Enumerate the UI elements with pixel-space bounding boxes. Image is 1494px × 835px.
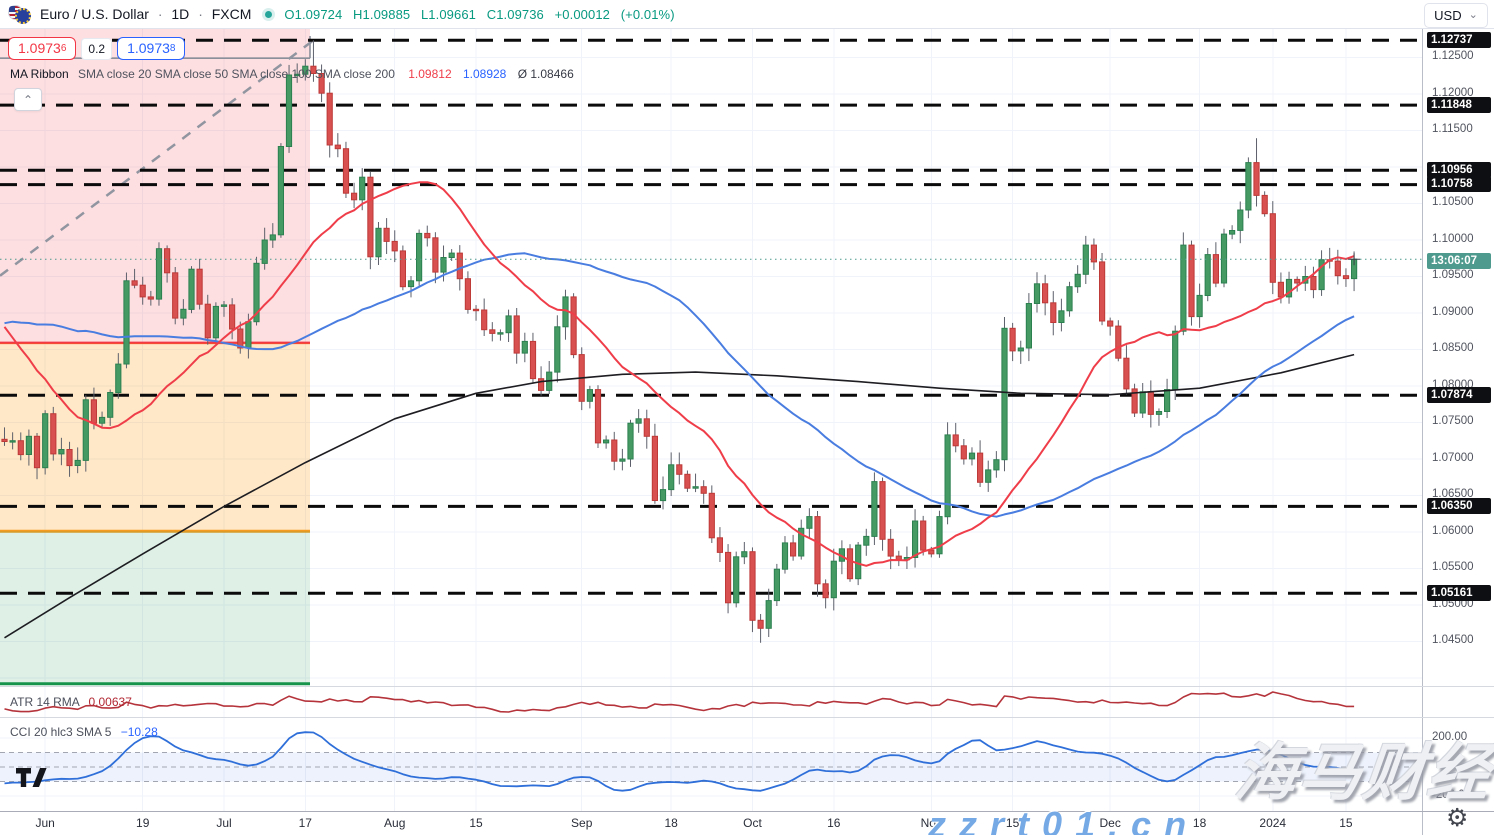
symbol-name[interactable]: Euro / U.S. Dollar	[40, 6, 149, 22]
ma-ribbon-legend[interactable]: MA Ribbon SMA close 20 SMA close 50 SMA …	[10, 67, 574, 81]
exchange-label: FXCM	[211, 6, 252, 22]
price-tick-label: 1.09500	[1432, 269, 1474, 282]
watermark-brand: 海马财经	[1231, 739, 1494, 808]
currency-dropdown[interactable]: USD ⌄	[1424, 3, 1488, 28]
cci-label: CCI 20 hlc3 SMA 5	[10, 725, 112, 739]
price-tick-label: 1.07000	[1432, 451, 1474, 464]
atr-value: 0.00637	[88, 695, 132, 709]
time-tick-label: Jun	[35, 816, 55, 830]
time-tick-label: 16	[827, 816, 841, 830]
ma-ribbon-params: SMA close 20 SMA close 50 SMA close 100 …	[78, 67, 395, 81]
price-tick-label: 1.06500	[1432, 488, 1474, 501]
price-level-badge: 1.12737	[1427, 31, 1491, 48]
candle-countdown-badge: 13:06:07	[1427, 252, 1491, 269]
chart-toolbar: Euro / U.S. Dollar · 1D · FXCM O1.09724 …	[0, 0, 1494, 29]
price-tick-label: 1.05500	[1432, 561, 1474, 574]
currency-label: USD	[1434, 8, 1462, 23]
change-percent: (+0.01%)	[620, 6, 675, 22]
pane-separator[interactable]	[0, 686, 1494, 687]
price-level-badge: 1.05161	[1427, 584, 1491, 601]
cci-indicator-legend[interactable]: CCI 20 hlc3 SMA 5 −10.28	[10, 725, 158, 739]
order-panel: 1.09736 0.2 1.09738	[8, 37, 186, 60]
time-tick-label: Dec	[1099, 816, 1121, 830]
time-axis[interactable]: Jun 19 Jul 17 Aug 15 Sep 18 Oct 16 Nov 15 Dec 18 2024 1…	[0, 813, 1422, 835]
price-tick-label: 1.07500	[1432, 415, 1474, 428]
time-tick-label: Sep	[571, 816, 593, 830]
price-tick-label: 1.04500	[1432, 634, 1474, 647]
pane-separator[interactable]	[0, 717, 1494, 718]
time-axis-border	[0, 811, 1494, 812]
gear-icon: ⚙	[1446, 804, 1469, 832]
time-tick-label: 15	[1339, 816, 1353, 830]
cci-tick-label: -200.00	[1432, 789, 1472, 802]
low-value: L1.09661	[420, 6, 476, 22]
atr-indicator-legend[interactable]: ATR 14 RMA 0.00637	[10, 695, 132, 709]
price-level-badge: 1.11848	[1427, 96, 1491, 113]
time-tick-label: Jul	[216, 816, 232, 830]
price-tick-label: 1.10000	[1432, 232, 1474, 245]
price-tick-label: 1.08500	[1432, 342, 1474, 355]
spread-label: 0.2	[81, 37, 113, 60]
price-level-badge: 1.06350	[1427, 497, 1491, 514]
chart-canvas[interactable]	[0, 0, 1422, 835]
collapse-pane-button[interactable]: ⌃	[14, 88, 42, 111]
time-tick-label: 15	[1005, 816, 1020, 830]
time-tick-label: 18	[1192, 816, 1207, 830]
price-tick-label: 1.11500	[1432, 123, 1473, 136]
close-value: C1.09736	[486, 6, 544, 22]
interval-label[interactable]: 1D	[171, 6, 190, 22]
ma-ribbon-title: MA Ribbon	[10, 67, 69, 81]
cci-tick-label: 200.00	[1432, 731, 1468, 744]
market-open-dot-icon	[265, 10, 273, 18]
price-tick-label: 1.12500	[1432, 50, 1474, 63]
sma-average-value: Ø 1.08466	[517, 67, 574, 81]
price-level-badge: 1.10758	[1427, 176, 1491, 193]
title-separator: ·	[157, 6, 163, 22]
buy-ask-button[interactable]: 1.09738	[117, 37, 186, 60]
time-tick-label: 17	[298, 816, 312, 830]
sma20-value: 1.09812	[408, 67, 452, 81]
cci-value: −10.28	[120, 725, 158, 739]
symbol-title[interactable]: Euro / U.S. Dollar · 1D · FXCM	[40, 6, 251, 22]
time-tick-label: 19	[136, 816, 150, 830]
chevron-down-icon: ⌄	[1468, 9, 1478, 21]
watermark-url: zzrt01.cn	[928, 804, 1200, 835]
time-tick-label: 15	[469, 816, 483, 830]
time-tick-label: 18	[664, 816, 678, 830]
time-tick-label: Oct	[743, 816, 762, 830]
high-value: H1.09885	[353, 6, 411, 22]
ohlc-readout: O1.09724 H1.09885 L1.09661 C1.09736 +0.0…	[284, 7, 681, 22]
price-tick-label: 1.09000	[1432, 305, 1474, 318]
atr-label: ATR 14 RMA	[10, 695, 80, 709]
price-scale[interactable]: 1.12500 1.12000 1.11500 1.10500 1.10000 1.095…	[1422, 0, 1494, 835]
time-tick-label: Nov	[920, 816, 942, 830]
price-level-badge: 1.10956	[1427, 161, 1491, 178]
time-tick-label: Aug	[384, 816, 406, 830]
tradingview-logo[interactable]	[16, 768, 50, 788]
price-tick-label: 1.12000	[1432, 86, 1474, 99]
price-tick-label: 1.06000	[1432, 524, 1474, 537]
eurusd-pair-icon	[8, 4, 34, 24]
time-tick-label: 2024	[1259, 816, 1287, 830]
open-value: O1.09724	[284, 6, 343, 22]
sell-bid-button[interactable]: 1.09736	[8, 37, 77, 60]
title-separator: ·	[198, 6, 203, 22]
price-level-badge: 1.07874	[1427, 386, 1491, 403]
price-tick-label: 1.10500	[1432, 196, 1474, 209]
sma50-value: 1.08928	[462, 67, 507, 81]
change-value: +0.00012	[554, 6, 610, 22]
price-tick-label: 1.05000	[1432, 597, 1474, 610]
chevron-up-icon: ⌃	[22, 92, 34, 107]
